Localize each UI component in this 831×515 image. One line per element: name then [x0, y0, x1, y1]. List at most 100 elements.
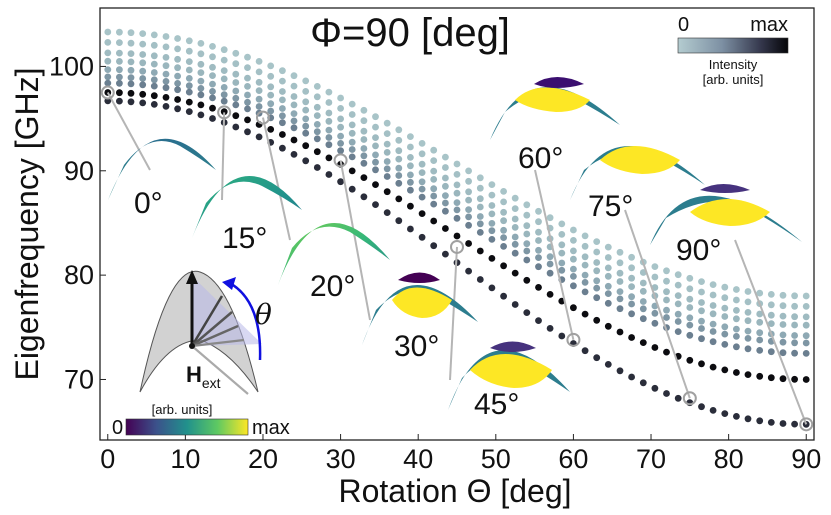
- series-2-point: [418, 160, 426, 168]
- series-2-point: [232, 70, 240, 78]
- series-3-point: [302, 106, 310, 114]
- series-5-point: [604, 290, 612, 297]
- series-4-point: [558, 259, 566, 267]
- mode-profile-15: [192, 175, 302, 238]
- series-8-point: [651, 384, 659, 392]
- y-tick-label: 90: [64, 156, 94, 186]
- series-2-point: [209, 63, 216, 71]
- series-5-point: [523, 247, 531, 255]
- series-5-point: [162, 78, 170, 85]
- series-7-point: [290, 136, 298, 144]
- series-4-point: [523, 240, 531, 248]
- chart-title: Φ=90 [deg]: [310, 11, 510, 55]
- series-7-point: [116, 89, 123, 97]
- series-4-point: [279, 105, 286, 112]
- field-arrow-30: [190, 295, 224, 347]
- series-3-point: [407, 162, 414, 170]
- mode-profile-45: [448, 341, 570, 410]
- series-0-point: [197, 40, 205, 47]
- series-4-point: [663, 306, 670, 314]
- series-6-point: [488, 236, 496, 243]
- series-2-point: [372, 134, 379, 142]
- series-5-point: [546, 260, 554, 268]
- series-8-point: [279, 144, 286, 152]
- series-6-point: [337, 147, 344, 155]
- series-0-point: [383, 119, 391, 127]
- series-3-point: [674, 300, 682, 308]
- series-5-point: [348, 146, 356, 153]
- series-3-point: [756, 318, 764, 326]
- series-8-point: [523, 309, 531, 316]
- series-8-point: [162, 103, 170, 110]
- mode-label-90: 90°: [676, 234, 721, 267]
- series-3-point: [244, 83, 251, 90]
- series-4-point: [313, 121, 321, 128]
- leader-line: [262, 117, 291, 241]
- series-8-point: [209, 115, 216, 122]
- theta-label: θ: [255, 298, 272, 331]
- series-8-point: [442, 250, 449, 258]
- series-6-point: [209, 94, 216, 102]
- series-1-point: [616, 259, 624, 267]
- series-7-point: [185, 98, 193, 106]
- series-2-point: [639, 279, 647, 287]
- series-4-point: [791, 332, 798, 339]
- series-6-point: [639, 315, 647, 323]
- series-5-point: [418, 185, 426, 193]
- series-5-point: [628, 300, 635, 308]
- series-4-point: [802, 332, 810, 340]
- series-0-point: [267, 62, 275, 70]
- series-2-point: [407, 154, 414, 161]
- series-2-point: [733, 307, 740, 314]
- series-7-point: [756, 372, 764, 380]
- series-4-point: [302, 115, 310, 123]
- field-arrow-head: [186, 270, 198, 284]
- series-1-point: [686, 285, 694, 293]
- series-8-point: [767, 419, 775, 426]
- series-3-point: [255, 87, 263, 94]
- series-8-point: [127, 98, 135, 106]
- series-5-point: [442, 199, 449, 207]
- intensity-colorbar-title: Intensity: [709, 57, 758, 72]
- series-1-point: [674, 281, 682, 289]
- series-2-point: [767, 311, 775, 319]
- x-tick-label: 20: [248, 444, 278, 474]
- series-0-point: [686, 274, 694, 282]
- series-3-point: [232, 79, 240, 86]
- series-4-point: [418, 178, 426, 186]
- series-4-point: [325, 126, 333, 134]
- y-tick-label: 80: [64, 260, 94, 290]
- series-4-point: [220, 84, 228, 91]
- series-1-point: [628, 264, 635, 272]
- series-1-point: [802, 303, 810, 310]
- series-5-point: [488, 227, 496, 235]
- series-2-point: [698, 299, 705, 306]
- series-3-point: [721, 313, 729, 320]
- series-0-point: [209, 43, 216, 50]
- series-6-point: [116, 79, 123, 87]
- series-1-point: [767, 301, 775, 309]
- field-label-main: H: [186, 362, 202, 387]
- mode-profile-30: [362, 272, 478, 345]
- series-4-point: [209, 80, 216, 88]
- series-6-point: [453, 214, 461, 222]
- series-1-point: [430, 157, 438, 165]
- series-4-point: [104, 66, 112, 73]
- intensity-colorbar-max: max: [750, 14, 788, 36]
- series-5-point: [581, 279, 589, 286]
- series-8-point: [721, 410, 729, 417]
- series-1-point: [244, 64, 251, 71]
- series-8-point: [581, 347, 589, 355]
- series-3-point: [779, 321, 787, 328]
- series-6-point: [372, 166, 379, 174]
- series-0-point: [127, 29, 135, 37]
- intensity-colorbar-units: [arb. units]: [703, 72, 764, 87]
- series-8-point: [139, 99, 147, 107]
- series-0-point: [302, 77, 310, 85]
- series-3-point: [197, 69, 205, 76]
- highlighted-point: [799, 417, 814, 432]
- series-0-point: [744, 288, 752, 295]
- series-2-point: [476, 195, 484, 203]
- series-0-point: [802, 292, 810, 300]
- series-2-point: [395, 147, 403, 155]
